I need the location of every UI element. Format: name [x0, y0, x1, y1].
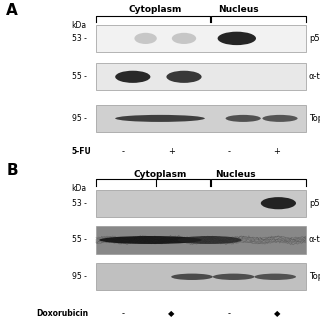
Ellipse shape [166, 71, 202, 83]
Bar [96, 263, 306, 291]
Text: 53 -: 53 - [72, 199, 86, 208]
Ellipse shape [218, 32, 256, 45]
Text: ◆: ◆ [274, 309, 280, 318]
Bar [96, 63, 306, 90]
Text: -: - [227, 309, 230, 318]
Text: p53: p53 [309, 34, 320, 43]
Text: Cytoplasm: Cytoplasm [133, 170, 187, 179]
Text: kDa: kDa [71, 184, 86, 193]
Text: 55 -: 55 - [72, 236, 86, 244]
Ellipse shape [99, 236, 202, 244]
Ellipse shape [254, 274, 296, 280]
Text: 95 -: 95 - [72, 114, 86, 123]
Ellipse shape [178, 236, 242, 244]
Text: -: - [227, 148, 230, 156]
Text: +: + [273, 148, 280, 156]
Text: B: B [6, 163, 18, 178]
Text: kDa: kDa [71, 21, 86, 30]
Bar [96, 227, 306, 253]
Text: Topo I: Topo I [309, 114, 320, 123]
Text: +: + [168, 148, 175, 156]
Ellipse shape [213, 274, 254, 280]
Ellipse shape [115, 115, 205, 122]
Text: -: - [122, 309, 125, 318]
Text: 95 -: 95 - [72, 272, 86, 281]
Text: α-tubulin: α-tubulin [309, 72, 320, 81]
Text: 5-FU: 5-FU [71, 148, 91, 156]
Text: Cytoplasm: Cytoplasm [129, 5, 182, 14]
Text: 55 -: 55 - [72, 72, 86, 81]
Text: -: - [122, 148, 125, 156]
Ellipse shape [171, 274, 213, 280]
Ellipse shape [226, 115, 261, 122]
Text: α-tubulin: α-tubulin [309, 236, 320, 244]
Bar [96, 105, 306, 132]
Text: A: A [6, 3, 18, 18]
Bar [96, 189, 306, 217]
Bar [96, 25, 306, 52]
Ellipse shape [262, 115, 298, 122]
Text: Nucleus: Nucleus [218, 5, 259, 14]
Ellipse shape [134, 33, 157, 44]
Ellipse shape [261, 197, 296, 209]
Text: p53: p53 [309, 199, 320, 208]
Ellipse shape [172, 33, 196, 44]
Text: Doxorubicin: Doxorubicin [36, 309, 88, 318]
Text: Topo I: Topo I [309, 272, 320, 281]
Text: Nucleus: Nucleus [215, 170, 255, 179]
Text: ◆: ◆ [168, 309, 174, 318]
Text: 53 -: 53 - [72, 34, 86, 43]
Ellipse shape [115, 71, 150, 83]
